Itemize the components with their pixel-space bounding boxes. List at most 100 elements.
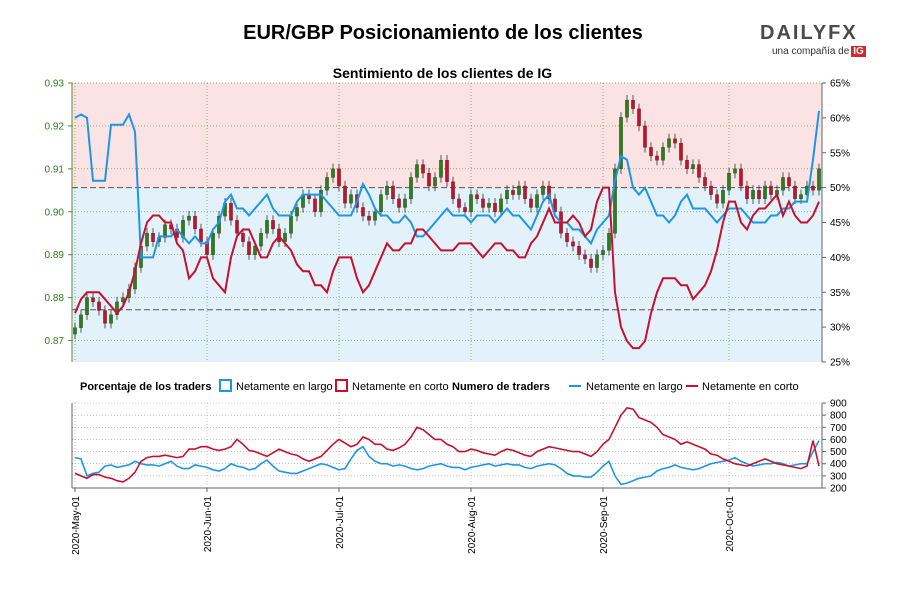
candle-body (361, 207, 365, 217)
logo-word: DAILYFX (760, 22, 870, 45)
candle-body (211, 233, 215, 255)
candle-body (763, 185, 767, 200)
candle-body (589, 258, 593, 268)
candle-body (331, 168, 335, 178)
candle-body (433, 177, 437, 187)
candle-body (679, 142, 683, 161)
x-axis-tick-label: 2020-Jun-01 (203, 496, 214, 553)
right-axis-tick-label: 35% (830, 288, 850, 299)
candle-body (271, 220, 275, 230)
candle-body (367, 215, 371, 221)
right-axis-tick-label: 40% (830, 253, 850, 264)
legend-num-long-label: Netamente en largo (586, 381, 683, 393)
candle-body (769, 185, 773, 195)
lower-right-tick-label: 700 (830, 423, 847, 434)
candle-body (403, 198, 407, 208)
candle-body (475, 194, 479, 200)
candle-body (739, 168, 743, 187)
candle-body (529, 198, 533, 208)
candle-body (241, 233, 245, 242)
candle-body (613, 168, 617, 234)
lower-right-tick-label: 600 (830, 435, 847, 446)
candle-body (115, 301, 119, 315)
candle-body (349, 194, 353, 204)
candle-body (193, 215, 197, 230)
candle-body (595, 254, 599, 268)
candle-body (727, 172, 731, 191)
legend-pct-short-label: Netamente en corto (352, 381, 449, 393)
candle-body (103, 310, 107, 324)
lower-right-tick-label: 300 (830, 471, 847, 482)
lower-right-tick-label: 500 (830, 447, 847, 458)
right-axis-tick-label: 60% (830, 113, 850, 124)
candle-body (787, 177, 791, 187)
candle-body (229, 203, 233, 221)
candle-body (373, 211, 377, 221)
left-axis-tick-label: 0.87 (45, 336, 65, 347)
candle-body (409, 177, 413, 200)
candle-body (817, 168, 821, 191)
legend-num-title: Numero de traders (452, 381, 550, 393)
candle-body (691, 164, 695, 169)
lower-right-tick-label: 400 (830, 459, 847, 470)
candle-body (649, 147, 653, 157)
candle-body (85, 297, 89, 315)
candle-body (295, 207, 299, 217)
dailyfx-logo: DAILYFX una compañía de IG (760, 22, 870, 62)
candle-body (715, 194, 719, 204)
legend-pct-short-swatch (335, 379, 348, 392)
candle-body (511, 190, 515, 195)
candle-body (733, 168, 737, 174)
lower-right-tick-label: 900 (830, 399, 847, 410)
candle-body (757, 190, 761, 200)
candle-body (793, 185, 797, 200)
candle-body (541, 185, 545, 195)
candle-body (343, 185, 347, 204)
candle-body (325, 177, 329, 191)
right-axis-tick-label: 55% (830, 148, 850, 159)
logo-subtitle: una compañía de IG (772, 46, 866, 57)
candle-body (457, 198, 461, 208)
candle-body (487, 203, 491, 208)
candle-body (643, 125, 647, 148)
candle-body (673, 138, 677, 144)
candle-body (637, 108, 641, 127)
lower-right-tick-label: 200 (830, 484, 847, 495)
series-pct-short-line (74, 186, 820, 350)
candle-body (109, 314, 113, 324)
legend-num-short-label: Netamente en corto (702, 381, 799, 393)
candle-body (655, 155, 659, 161)
candle-body (721, 190, 725, 204)
candle-body (319, 190, 323, 212)
candle-body (493, 203, 497, 212)
candle-body (517, 185, 521, 195)
logo-sub-text: una compañía de (772, 46, 850, 57)
lower-right-tick-label: 800 (830, 411, 847, 422)
series-num-long-line (74, 440, 820, 486)
candle-body (385, 185, 389, 195)
candle-body (265, 220, 269, 234)
candle-body (97, 301, 101, 311)
candle-body (79, 314, 83, 328)
candle-body (811, 185, 815, 191)
right-axis-tick-label: 30% (830, 323, 850, 334)
candle-body (427, 172, 431, 187)
candle-body (481, 198, 485, 208)
series-pct-long-line (74, 110, 820, 259)
candle-body (547, 185, 551, 200)
left-axis-tick-label: 0.90 (45, 207, 65, 218)
right-axis-tick-label: 25% (830, 358, 850, 369)
candle-body (535, 194, 539, 208)
candle-body (751, 190, 755, 200)
candle-body (235, 220, 239, 234)
series-num-short-line (74, 407, 820, 483)
candle-body (439, 160, 443, 178)
x-axis-tick-label: 2020-Sep-01 (599, 496, 610, 554)
candle-body (121, 297, 125, 303)
left-axis-tick-label: 0.93 (45, 79, 65, 90)
x-axis-tick-label: 2020-Aug-01 (467, 496, 478, 554)
right-axis-tick-label: 50% (830, 183, 850, 194)
candle-body (469, 194, 473, 212)
right-axis-tick-label: 45% (830, 218, 850, 229)
candle-body (253, 245, 257, 255)
